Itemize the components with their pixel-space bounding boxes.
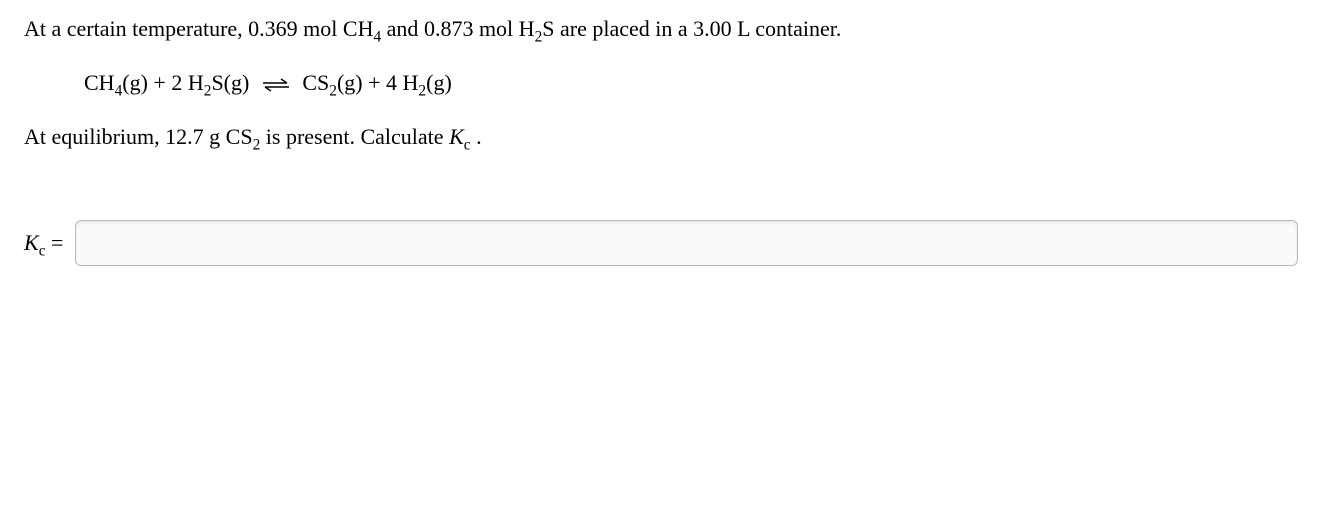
text: (g) [337,70,363,95]
equilibrium-arrow-icon [261,76,291,94]
answer-row: Kc = [24,220,1298,266]
plus: + [148,70,171,95]
coefficient: 2 [171,70,188,95]
text: mol [298,16,343,41]
product-h2: 4 H2(g) [386,70,452,95]
ch4-moles: 0.369 [248,16,298,41]
ch4-formula: CH4 [343,16,381,41]
equals: = [46,230,64,255]
product-cs2: CS2(g) [302,70,362,95]
text: At equilibrium, [24,124,165,149]
text: S [542,16,554,41]
text: g [204,124,226,149]
reactant-ch4: CH4(g) [84,70,148,95]
kc-symbol: Kc [449,124,471,149]
text: CH [343,16,374,41]
text: mol [473,16,518,41]
cs2-mass: 12.7 [165,124,204,149]
text: and [381,16,424,41]
subscript: c [464,136,471,153]
volume-value: 3.00 [693,16,732,41]
text: CS [226,124,253,149]
text: CH [84,70,115,95]
text: CS [302,70,329,95]
problem-statement-line2: At equilibrium, 12.7 g CS2 is present. C… [24,124,1298,150]
text: H [188,70,204,95]
text: is present. Calculate [260,124,449,149]
h2s-moles: 0.873 [424,16,474,41]
subscript: 2 [418,82,426,99]
plus: + [363,70,386,95]
h2s-formula: H2S [519,16,555,41]
text: are placed in a [555,16,694,41]
text: K [449,124,464,149]
cs2-formula: CS2 [226,124,261,149]
chemical-equation: CH4(g) + 2 H2S(g) CS2(g) + 4 H2(g) [84,70,1298,96]
text: K [24,230,39,255]
text: (g) [426,70,452,95]
text: S(g) [211,70,249,95]
text: H [403,70,419,95]
answer-label: Kc = [24,230,63,256]
text: . [471,124,482,149]
kc-input[interactable] [75,220,1298,266]
text: L container. [732,16,842,41]
text: H [519,16,535,41]
coefficient: 4 [386,70,403,95]
reactant-h2s: 2 H2S(g) [171,70,249,95]
subscript: 2 [329,82,337,99]
text: At a certain temperature, [24,16,248,41]
text: (g) [122,70,148,95]
subscript: c [39,242,46,259]
problem-statement-line1: At a certain temperature, 0.369 mol CH4 … [24,16,1298,42]
